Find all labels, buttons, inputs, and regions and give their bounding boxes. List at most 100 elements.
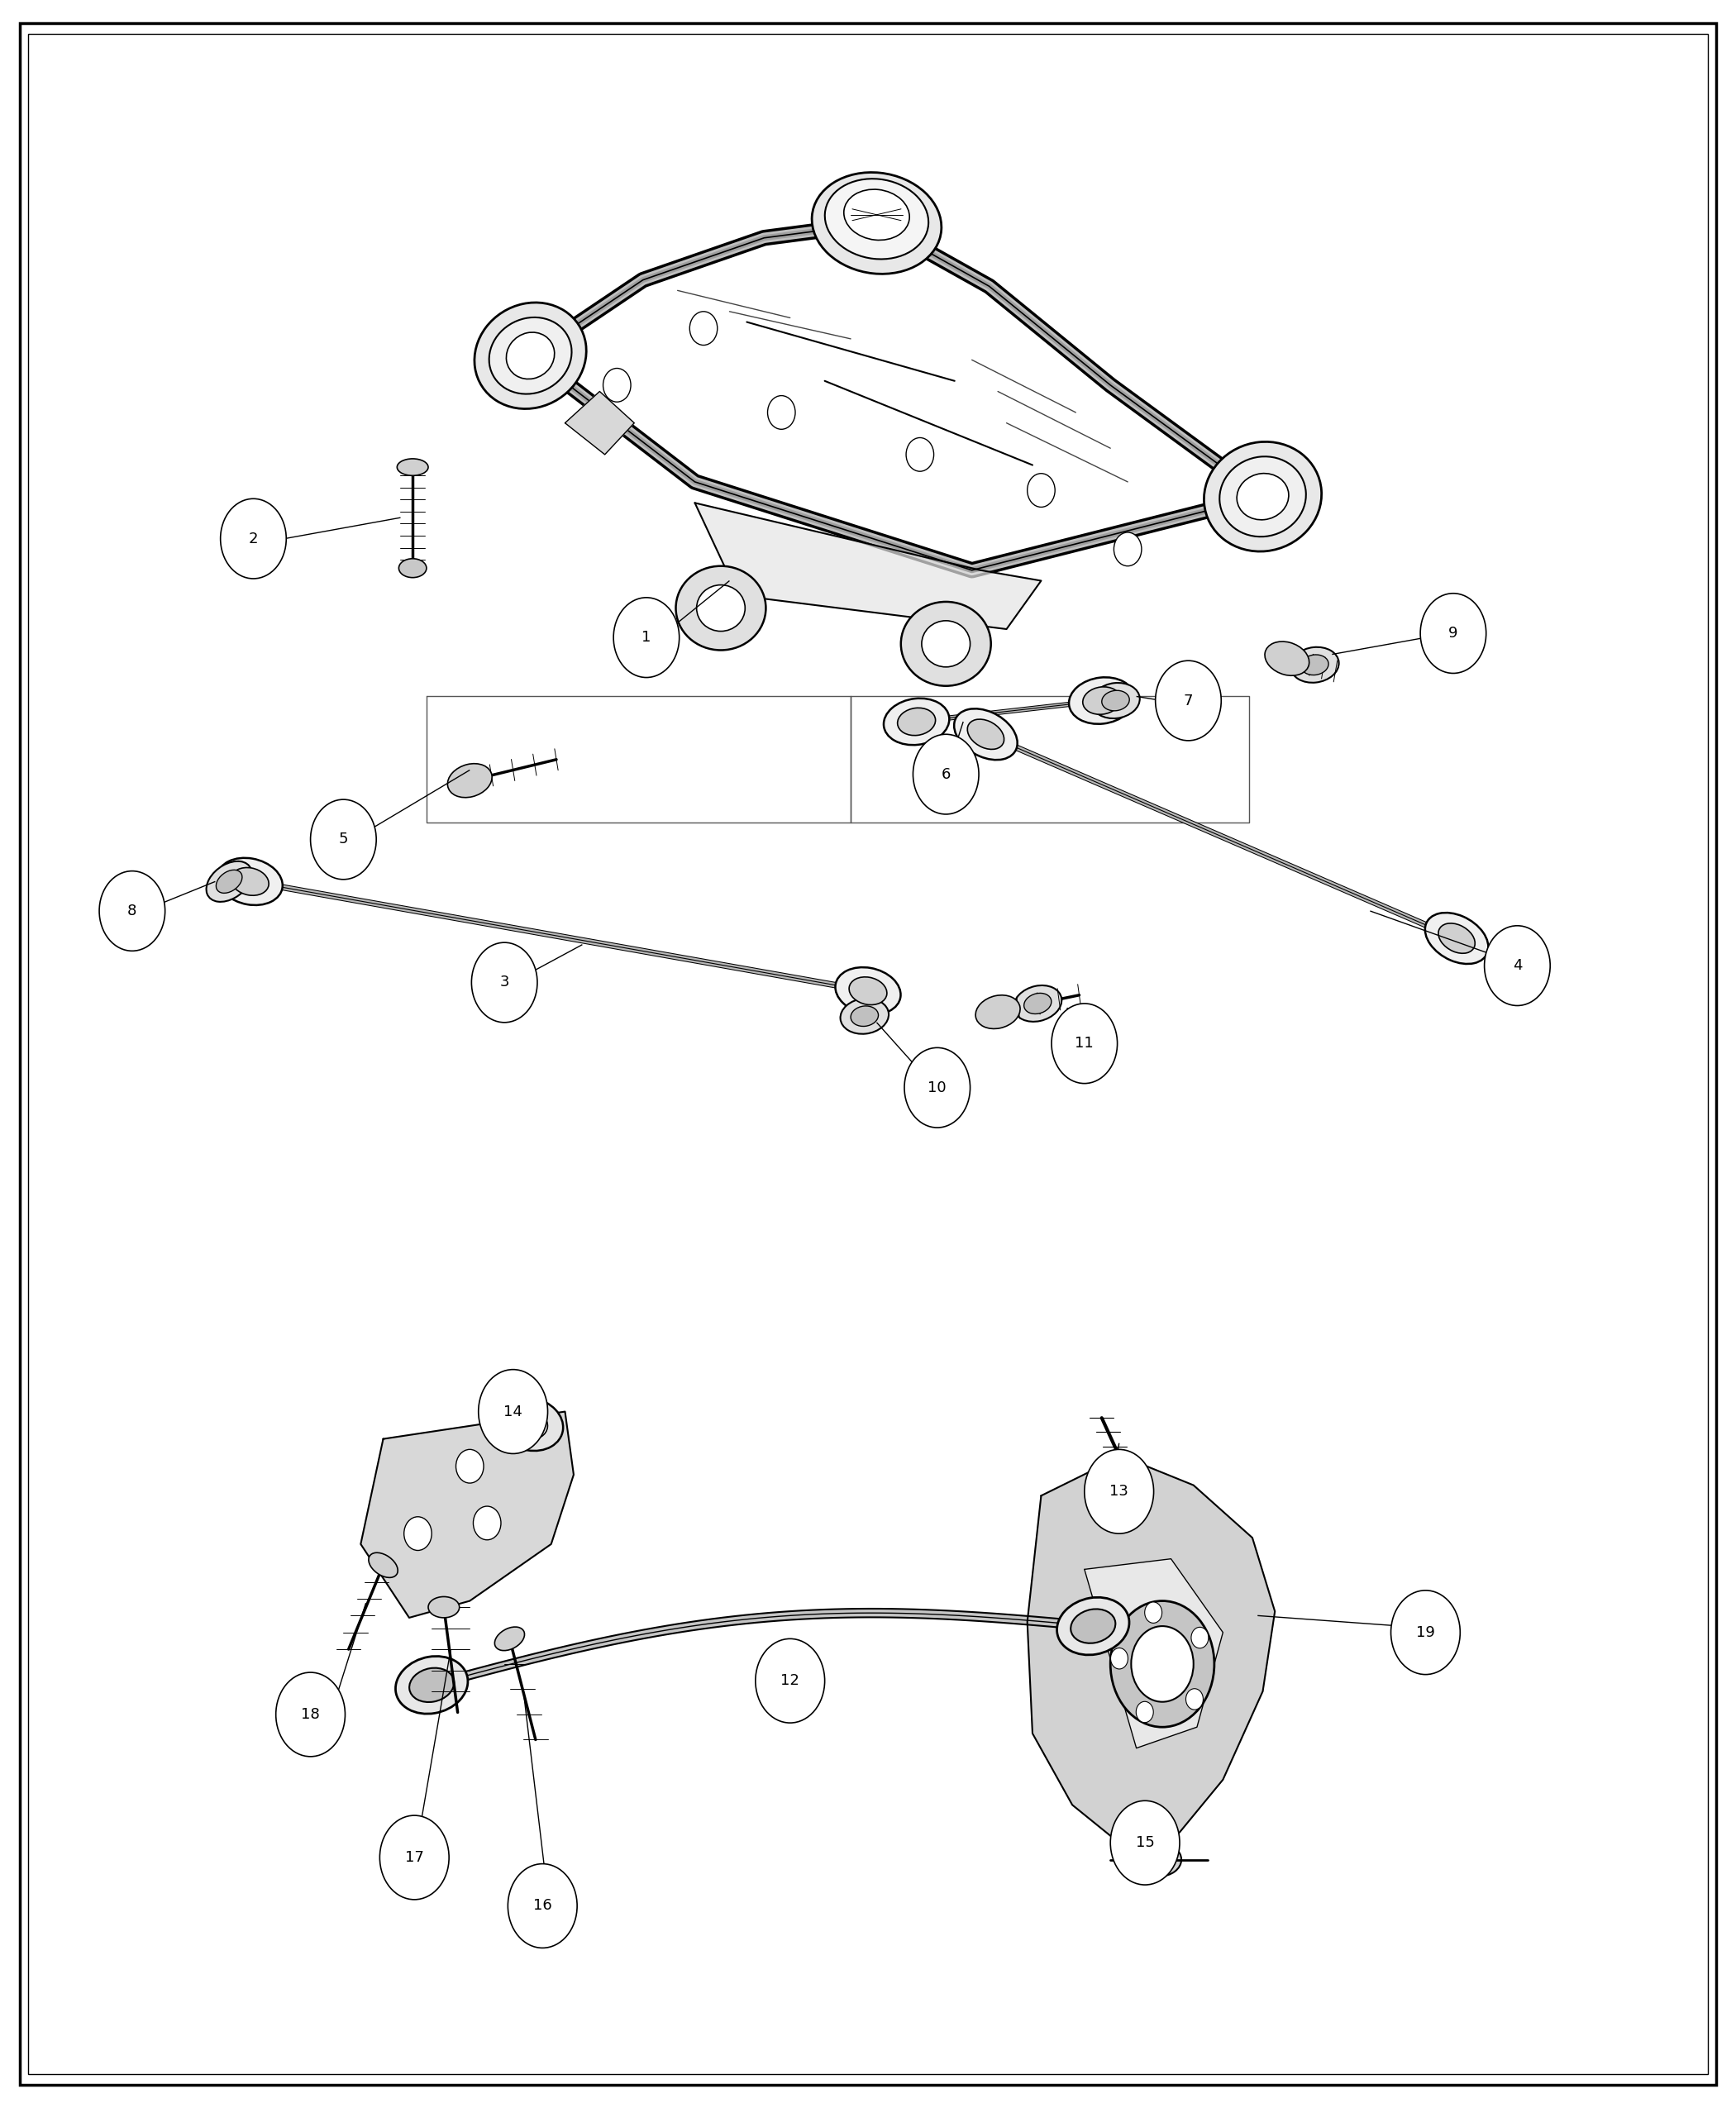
Circle shape <box>1186 1689 1203 1710</box>
Text: 8: 8 <box>127 904 137 919</box>
Ellipse shape <box>1220 457 1305 538</box>
Ellipse shape <box>368 1554 398 1577</box>
Circle shape <box>613 597 679 677</box>
Ellipse shape <box>825 179 929 259</box>
Circle shape <box>1132 1625 1194 1701</box>
Circle shape <box>276 1672 345 1756</box>
Ellipse shape <box>410 1667 455 1701</box>
Circle shape <box>220 500 286 578</box>
Text: 4: 4 <box>1512 959 1522 974</box>
Ellipse shape <box>967 719 1003 748</box>
Ellipse shape <box>1439 923 1476 953</box>
Ellipse shape <box>835 968 901 1014</box>
Ellipse shape <box>1083 687 1121 715</box>
Ellipse shape <box>884 698 950 744</box>
Circle shape <box>906 438 934 472</box>
Text: 1: 1 <box>642 630 651 645</box>
Text: 9: 9 <box>1448 626 1458 641</box>
Circle shape <box>509 1863 576 1948</box>
Circle shape <box>1052 1003 1118 1084</box>
Circle shape <box>1144 1602 1161 1623</box>
Polygon shape <box>564 392 634 455</box>
Ellipse shape <box>507 333 554 379</box>
Ellipse shape <box>1111 1459 1146 1490</box>
Ellipse shape <box>490 318 571 394</box>
Circle shape <box>602 369 630 403</box>
Circle shape <box>755 1638 825 1722</box>
Circle shape <box>457 1450 484 1484</box>
Ellipse shape <box>675 567 766 649</box>
Circle shape <box>1111 1800 1180 1885</box>
Ellipse shape <box>1137 1842 1182 1876</box>
Ellipse shape <box>1266 641 1309 675</box>
Text: 19: 19 <box>1417 1625 1436 1640</box>
Text: 11: 11 <box>1075 1035 1094 1052</box>
Circle shape <box>472 942 538 1022</box>
Ellipse shape <box>207 862 252 902</box>
Text: 7: 7 <box>1184 694 1193 708</box>
Ellipse shape <box>1057 1598 1128 1655</box>
Circle shape <box>1085 1450 1154 1535</box>
Circle shape <box>404 1518 432 1549</box>
Circle shape <box>380 1815 450 1899</box>
Text: 15: 15 <box>1135 1836 1154 1851</box>
Text: 6: 6 <box>941 767 951 782</box>
Circle shape <box>767 396 795 430</box>
Circle shape <box>689 312 717 346</box>
Ellipse shape <box>448 763 491 797</box>
Circle shape <box>913 734 979 814</box>
Ellipse shape <box>1425 913 1488 963</box>
Ellipse shape <box>1290 647 1338 683</box>
Ellipse shape <box>1205 443 1321 552</box>
Ellipse shape <box>812 173 941 274</box>
Ellipse shape <box>898 708 936 736</box>
Ellipse shape <box>217 858 283 904</box>
Ellipse shape <box>1102 691 1130 710</box>
Text: 16: 16 <box>533 1899 552 1914</box>
Circle shape <box>1135 1701 1153 1722</box>
Ellipse shape <box>474 304 587 409</box>
Ellipse shape <box>399 559 427 578</box>
Ellipse shape <box>498 1398 562 1450</box>
Circle shape <box>1156 660 1220 740</box>
Ellipse shape <box>396 1657 467 1714</box>
Ellipse shape <box>231 868 269 896</box>
Circle shape <box>1111 1648 1128 1670</box>
Ellipse shape <box>1014 984 1062 1022</box>
Text: 5: 5 <box>339 833 349 847</box>
Text: 14: 14 <box>503 1404 523 1419</box>
Circle shape <box>1111 1600 1213 1726</box>
Ellipse shape <box>696 584 745 630</box>
Ellipse shape <box>1092 683 1141 719</box>
Ellipse shape <box>844 190 910 240</box>
Ellipse shape <box>1236 474 1288 521</box>
Text: 12: 12 <box>781 1674 800 1689</box>
Circle shape <box>99 871 165 951</box>
Circle shape <box>904 1048 970 1128</box>
Text: 2: 2 <box>248 531 259 546</box>
Ellipse shape <box>976 995 1021 1029</box>
Circle shape <box>479 1370 547 1455</box>
Ellipse shape <box>901 601 991 685</box>
Ellipse shape <box>398 460 429 476</box>
Text: 13: 13 <box>1109 1484 1128 1499</box>
Ellipse shape <box>495 1627 524 1651</box>
Ellipse shape <box>1069 677 1135 723</box>
Ellipse shape <box>851 1006 878 1027</box>
Ellipse shape <box>922 620 970 666</box>
Polygon shape <box>361 1412 573 1617</box>
Circle shape <box>1191 1627 1208 1648</box>
Ellipse shape <box>1024 993 1052 1014</box>
Circle shape <box>1115 533 1142 567</box>
Circle shape <box>1391 1589 1460 1674</box>
Ellipse shape <box>849 976 887 1006</box>
Text: 3: 3 <box>500 976 509 991</box>
Circle shape <box>1484 925 1550 1006</box>
Ellipse shape <box>1300 656 1328 675</box>
Circle shape <box>311 799 377 879</box>
Text: 17: 17 <box>404 1851 424 1866</box>
Circle shape <box>1420 592 1486 672</box>
Polygon shape <box>1028 1465 1274 1847</box>
Text: 10: 10 <box>929 1079 946 1094</box>
Text: 18: 18 <box>300 1707 319 1722</box>
